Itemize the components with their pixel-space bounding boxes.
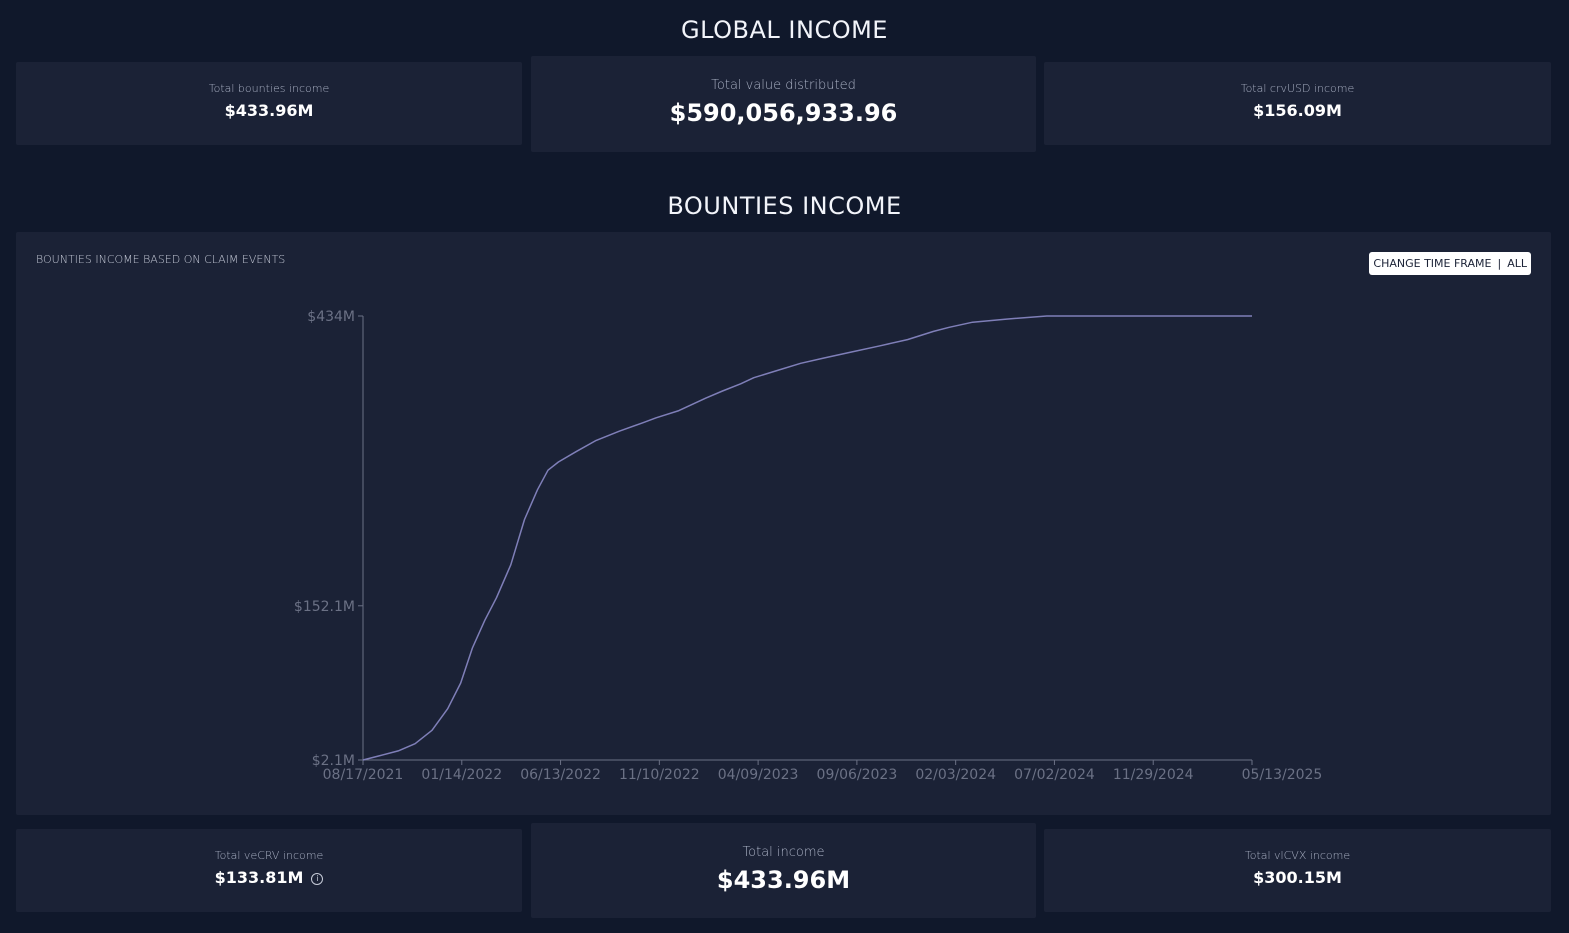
change-time-frame-label: CHANGE TIME FRAME [1373, 257, 1492, 270]
total-vlcvx-income-label: Total vlCVX income [1244, 849, 1351, 862]
total-bounties-income-card: Total bounties income $433.96M [16, 62, 522, 145]
x-tick-label: 07/02/2024 [1014, 767, 1095, 783]
total-value-distributed-label: Total value distributed [711, 78, 856, 93]
total-value-distributed-value: $590,056,933.96 [669, 99, 898, 127]
total-vecrv-income-value: $133.81M [214, 868, 304, 887]
bounties-chart-panel: BOUNTIES INCOME BASED ON CLAIM EVENTS CH… [16, 232, 1551, 815]
total-crvusd-income-card: Total crvUSD income $156.09M [1044, 62, 1551, 145]
x-tick-label: 01/14/2022 [421, 767, 502, 783]
chart-caption: BOUNTIES INCOME BASED ON CLAIM EVENTS [36, 253, 286, 266]
x-tick-label: 05/13/2025 [1242, 767, 1323, 783]
total-vecrv-income-card: Total veCRV income $133.81M i [16, 829, 522, 912]
y-tick-label: $152.1M [294, 599, 355, 615]
bounties-line-chart: $2.1M $152.1M $434M 08/17/2021 01/14/2022 06/… [294, 309, 1323, 783]
total-income-label: Total income [742, 845, 825, 860]
global-income-title: GLOBAL INCOME [681, 16, 888, 44]
info-icon[interactable]: i [311, 872, 324, 885]
total-vlcvx-income-value: $300.15M [1253, 868, 1342, 887]
change-time-frame-button[interactable]: CHANGE TIME FRAME | ALL [1369, 252, 1531, 275]
x-tick-label: 02/03/2024 [915, 767, 996, 783]
total-crvusd-income-label: Total crvUSD income [1240, 82, 1355, 95]
y-tick-label: $2.1M [312, 753, 355, 769]
total-crvusd-income-value: $156.09M [1253, 101, 1342, 120]
total-bounties-income-label: Total bounties income [208, 82, 330, 95]
total-income-value: $433.96M [716, 866, 851, 894]
x-tick-label: 11/10/2022 [619, 767, 700, 783]
total-income-card: Total income $433.96M [531, 823, 1036, 918]
time-frame-value: ALL [1507, 257, 1527, 270]
total-bounties-income-value: $433.96M [224, 101, 314, 120]
x-tick-label: 06/13/2022 [520, 767, 601, 783]
total-value-distributed-card: Total value distributed $590,056,933.96 [531, 56, 1036, 152]
total-vlcvx-income-card: Total vlCVX income $300.15M [1044, 829, 1551, 912]
bounties-income-title: BOUNTIES INCOME [667, 192, 902, 220]
total-vecrv-income-value-row: $133.81M i [16, 868, 522, 887]
x-tick-label: 08/17/2021 [323, 767, 404, 783]
y-tick-label: $434M [307, 309, 355, 325]
series-line [362, 315, 1252, 761]
x-tick-label: 04/09/2023 [718, 767, 799, 783]
x-tick-label: 09/06/2023 [817, 767, 898, 783]
total-vecrv-income-label: Total veCRV income [214, 849, 324, 862]
x-tick-label: 11/29/2024 [1113, 767, 1194, 783]
time-frame-separator: | [1497, 257, 1502, 270]
